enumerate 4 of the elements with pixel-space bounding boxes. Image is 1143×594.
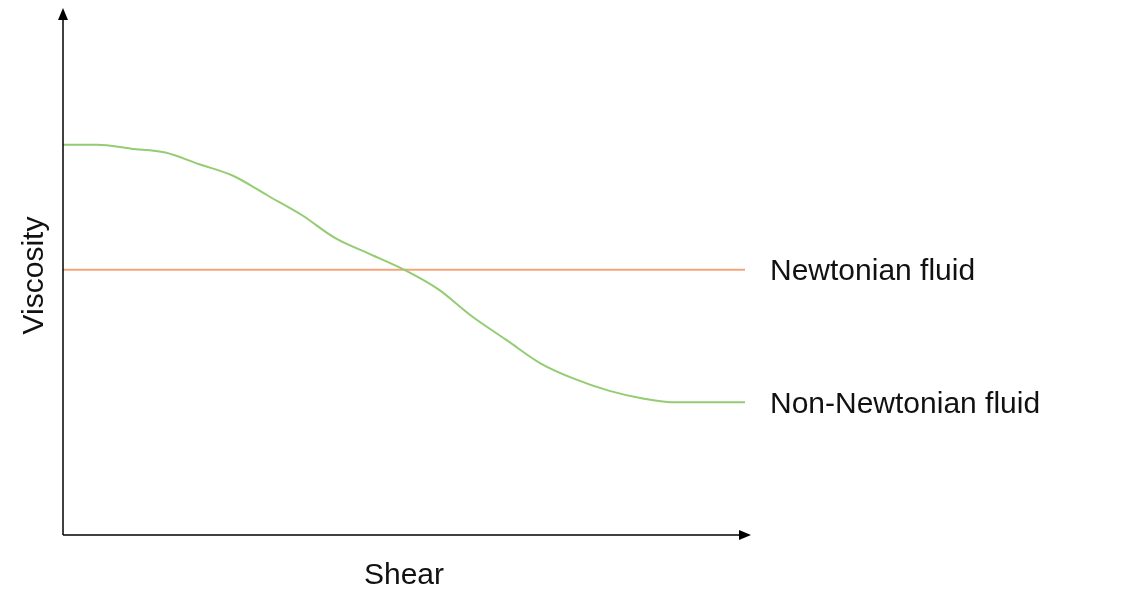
y-axis-title: Viscosity (15, 216, 49, 335)
x-axis-title: Shear (363, 557, 445, 590)
series-label: Newtonian fluid (770, 253, 976, 287)
series-label: Non-Newtonian fluid (770, 385, 1041, 419)
